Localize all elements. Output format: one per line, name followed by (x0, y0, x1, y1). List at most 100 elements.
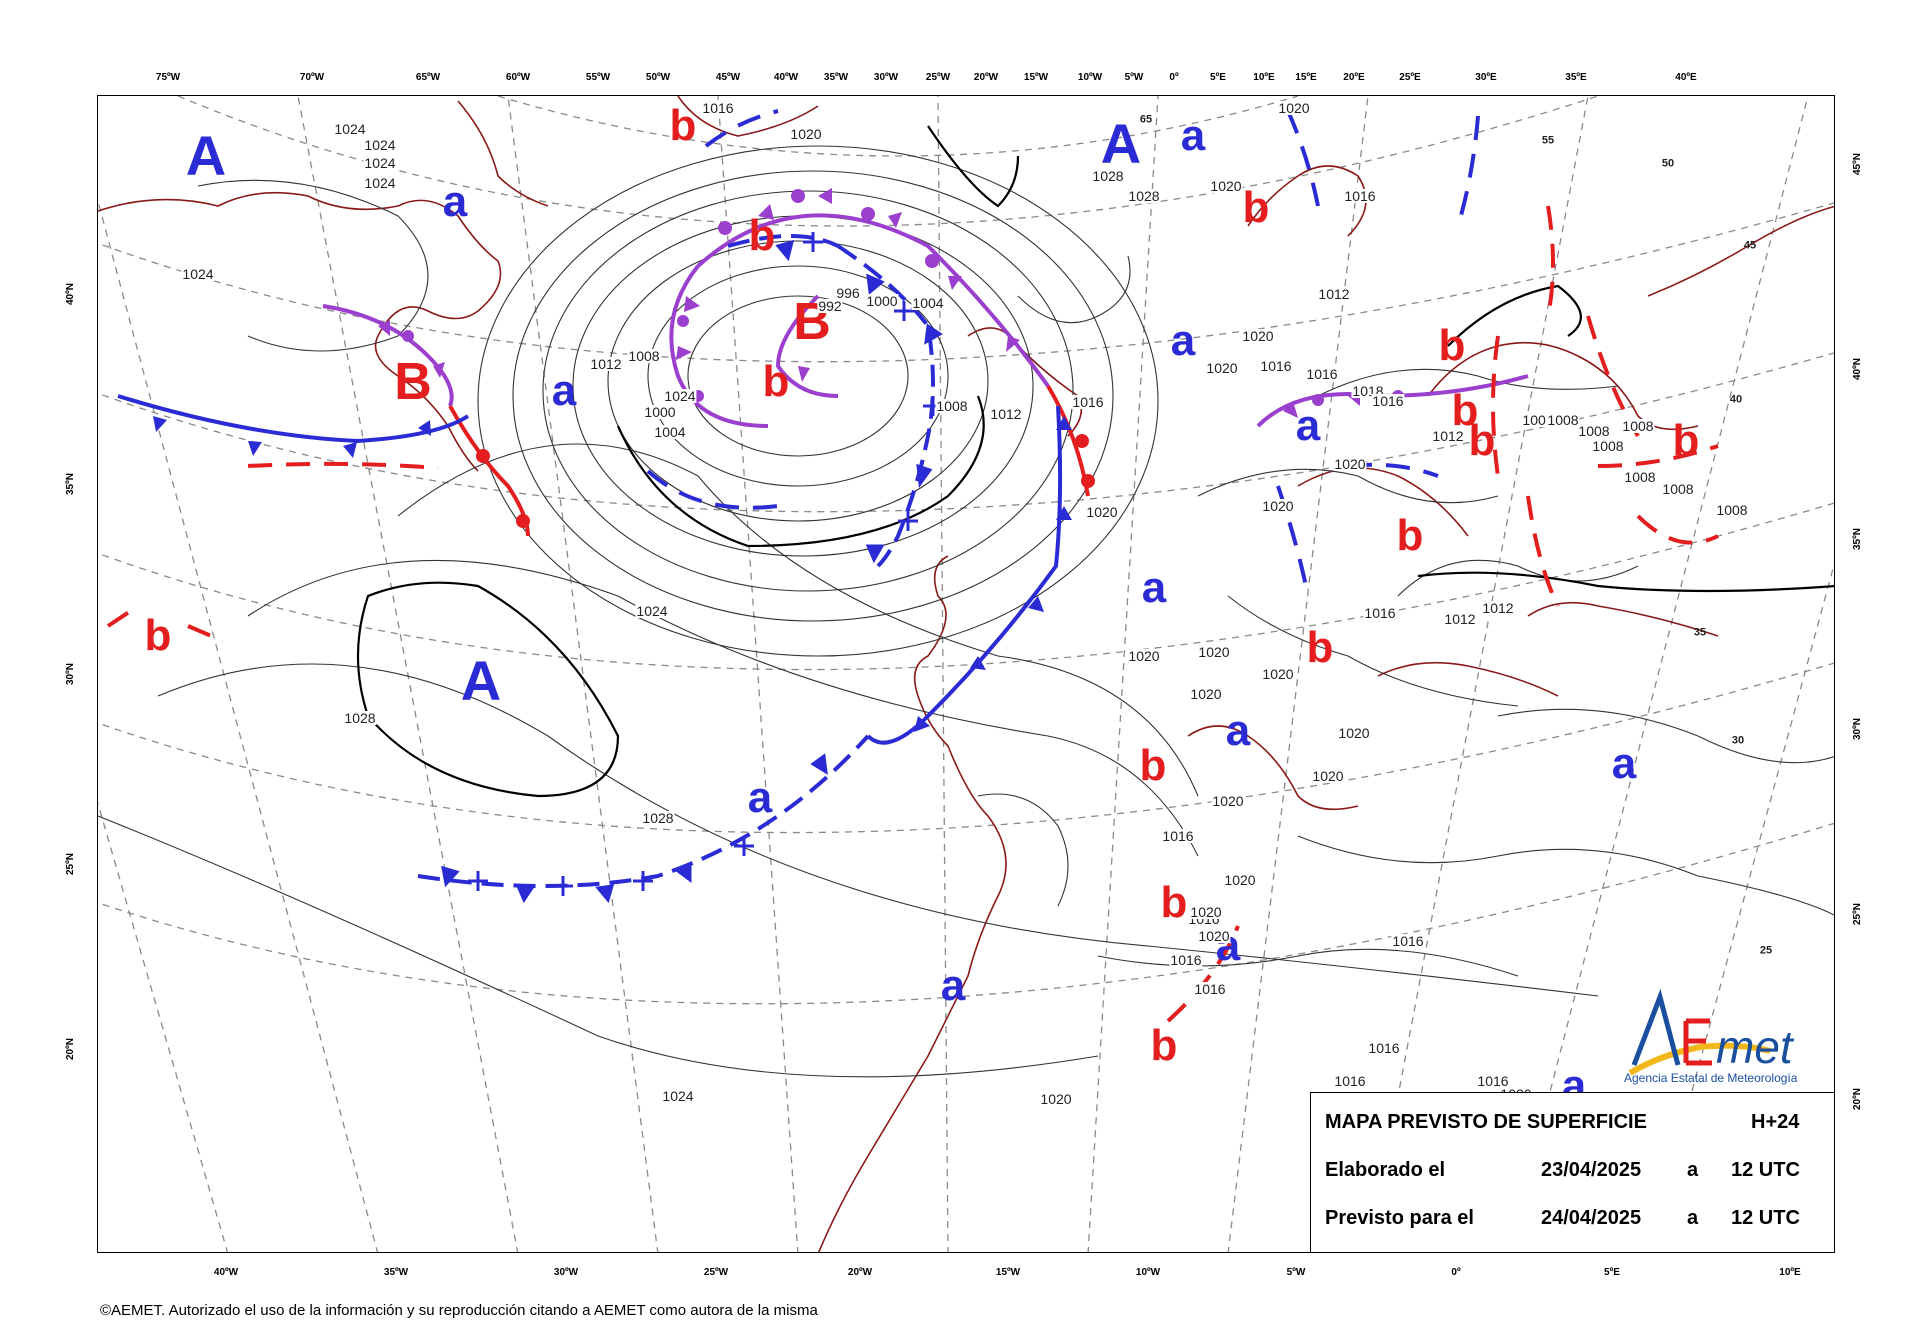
isobar-value: 1016 (1391, 933, 1425, 949)
isobar-value: 1020 (1209, 178, 1243, 194)
isobar-value: 1024 (333, 121, 367, 137)
isobar-value: 1028 (1091, 168, 1125, 184)
bottom-tick: 20ºW (847, 1267, 873, 1278)
grid-latitude-label: 65 (1139, 113, 1153, 126)
isobar-value: 1020 (1311, 768, 1345, 784)
top-tick: 40ºW (773, 72, 799, 83)
isobar-value: 1016 (1161, 828, 1195, 844)
top-tick: 70ºW (299, 72, 325, 83)
low-pressure-label: b (669, 101, 697, 150)
isobar-value: 1020 (789, 126, 823, 142)
high-pressure-label: a (1170, 316, 1196, 365)
high-pressure-label: a (1141, 563, 1167, 612)
bottom-tick: 0º (1451, 1267, 1461, 1278)
top-tick: 65ºW (415, 72, 441, 83)
aemet-logo: met (1628, 988, 1795, 1076)
isobar-value: 1020 (1085, 504, 1119, 520)
isobar-value: 1028 (1127, 188, 1161, 204)
isobar-value: 1020 (1261, 498, 1295, 514)
low-pressure-label: b (1438, 321, 1466, 370)
isobar-value: 1020 (1337, 725, 1371, 741)
issued-label: Elaborado el (1325, 1159, 1446, 1181)
high-pressure-label: a (747, 773, 773, 822)
left-tick: 30ºN (65, 663, 76, 685)
right-tick: 40ºN (1852, 358, 1863, 380)
top-tick: 5ºE (1210, 72, 1226, 83)
map-canvas (98, 96, 1834, 1252)
isobar-value: 1020 (1211, 793, 1245, 809)
left-tick: 35ºN (65, 473, 76, 495)
low-pressure-label: b (748, 211, 776, 260)
high-pressure-label: a (442, 177, 468, 226)
isobar-value: 1016 (1305, 366, 1339, 382)
isobar-value: 1020 (1189, 904, 1223, 920)
isobar-value: 1020 (1223, 872, 1257, 888)
isobar-value: 1000 (643, 404, 677, 420)
isobar-value: 1024 (663, 388, 697, 404)
high-pressure-label: a (1611, 739, 1637, 788)
top-tick: 35ºW (823, 72, 849, 83)
logo-agency-name: Agencia Estatal de Meteorología (1624, 1071, 1798, 1085)
isobar-value: 1008 (1546, 412, 1580, 428)
bottom-tick: 10ºE (1779, 1267, 1801, 1278)
grid-latitude-label: 50 (1661, 157, 1675, 170)
isobar-value: 1020 (1205, 360, 1239, 376)
isobar-value: 1004 (911, 295, 945, 311)
bottom-tick: 40ºW (213, 1267, 239, 1278)
high-pressure-label: a (1225, 706, 1251, 755)
top-tick: 35ºE (1565, 72, 1587, 83)
grid-latitude-label: 55 (1541, 134, 1555, 147)
isobar-value: 1024 (635, 603, 669, 619)
isobar-value: 1000 (865, 293, 899, 309)
isobar-value: 1016 (1363, 605, 1397, 621)
high-pressure-label: A (460, 649, 502, 712)
low-pressure-label: b (1150, 1021, 1178, 1070)
top-tick: 50ºW (645, 72, 671, 83)
isobar-value: 1008 (1623, 469, 1657, 485)
isobar-value: 1008 (1661, 481, 1695, 497)
isobar-value: 1024 (363, 137, 397, 153)
high-pressure-label: A (1100, 112, 1142, 175)
low-pressure-label: B (394, 353, 432, 411)
top-tick: 20ºW (973, 72, 999, 83)
map-info-box: MAPA PREVISTO DE SUPERFICIE H+24 Elabora… (1310, 1092, 1834, 1252)
top-tick: 55ºW (585, 72, 611, 83)
dissipating-front-marks (441, 232, 943, 904)
isobar-value: 1020 (1189, 686, 1223, 702)
isobar-value: 1024 (661, 1088, 695, 1104)
grid-latitude-label: 25 (1759, 944, 1773, 957)
isobar-value: 1008 (1521, 412, 1555, 428)
top-tick: 0º (1169, 72, 1179, 83)
isobar-value: 1012 (1317, 286, 1351, 302)
valid-date: 24/04/2025 (1541, 1207, 1642, 1229)
isobar-value: 1016 (1169, 952, 1203, 968)
isobar-value: 1016 (1333, 1073, 1367, 1089)
top-tick: 45ºW (715, 72, 741, 83)
isobar-value: 1016 (701, 100, 735, 116)
thick-isobars (356, 125, 1834, 798)
isobar-value: 1016 (1476, 1073, 1510, 1089)
grid-latitude-label: 40 (1729, 393, 1743, 406)
high-pressure-label: a (1180, 111, 1206, 160)
isobar-value: 1016 (1343, 188, 1377, 204)
top-tick: 20ºE (1343, 72, 1365, 83)
low-pressure-label: b (1672, 416, 1700, 465)
top-tick: 30ºW (873, 72, 899, 83)
low-pressure-label: b (1242, 183, 1270, 232)
bottom-tick: 5ºW (1286, 1267, 1306, 1278)
isobar-value: 1016 (1071, 394, 1105, 410)
top-tick: 15ºW (1023, 72, 1049, 83)
top-tick: 10ºW (1077, 72, 1103, 83)
lead-time: H+24 (1751, 1111, 1800, 1133)
top-tick: 60ºW (505, 72, 531, 83)
low-pressure-label: b (144, 611, 172, 660)
low-pressure-label: b (1160, 878, 1188, 927)
cold-fronts (117, 394, 1072, 745)
bottom-tick: 30ºW (553, 1267, 579, 1278)
isobar-value: 1020 (1277, 100, 1311, 116)
isobar-value: 1020 (1261, 666, 1295, 682)
low-pressure-label: b (762, 357, 790, 406)
high-pressure-label: a (551, 366, 577, 415)
left-tick: 40ºN (65, 283, 76, 305)
